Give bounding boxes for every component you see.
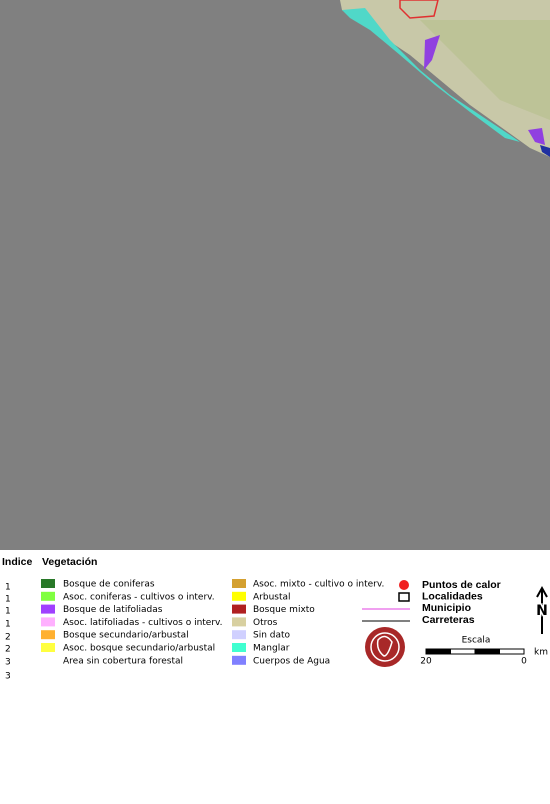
vegetation-label: Asoc. bosque secundario/arbustal	[63, 644, 215, 654]
swatch	[232, 643, 246, 652]
scale-unit: km	[534, 648, 548, 658]
vegetation-label: Area sin cobertura forestal	[63, 656, 183, 666]
layer-label: Localidades	[422, 590, 483, 602]
swatch	[41, 579, 55, 588]
vegetation-label: Bosque de coniferas	[63, 580, 155, 590]
index: 1	[5, 620, 11, 630]
hotspot-symbol	[399, 580, 409, 590]
scale-label: 20	[420, 657, 432, 667]
locality-symbol	[398, 592, 410, 602]
vegetation-label: Bosque mixto	[253, 605, 315, 615]
vegetation-label: Bosque de latifoliadas	[63, 605, 163, 615]
vegetation-label: Manglar	[253, 644, 290, 654]
north-label: N	[536, 603, 548, 619]
scale-bar	[499, 648, 525, 655]
scale-label: 0	[521, 657, 527, 667]
swatch	[232, 617, 246, 627]
swatch	[232, 579, 246, 588]
layer-label: Puntos de calor	[422, 579, 501, 591]
vegetation-label: Cuerpos de Agua	[253, 656, 330, 666]
swatch	[41, 643, 55, 652]
header: Indice	[2, 556, 33, 568]
index: 3	[5, 672, 11, 682]
scale-bar	[474, 648, 500, 655]
swatch	[41, 591, 55, 601]
index: 1	[5, 607, 11, 617]
vegetation-label: Bosque secundario/arbustal	[63, 631, 189, 641]
index: 2	[5, 633, 11, 643]
header: Vegetación	[42, 556, 97, 568]
vegetation-label: Asoc. mixto - cultivo o interv.	[253, 580, 384, 590]
scale-title: Escala	[462, 636, 491, 646]
vegetation-label: Asoc. latifoliadas - cultivos o interv.	[63, 618, 223, 628]
layer-label: Carreteras	[422, 614, 475, 626]
swatch	[232, 604, 246, 614]
index: 1	[5, 595, 11, 605]
vegetation-label: Arbustal	[253, 592, 291, 602]
index: 1	[5, 583, 11, 593]
layer-label: Municipio	[422, 602, 471, 614]
index: 3	[5, 658, 11, 668]
swatch	[232, 630, 246, 640]
north-arrow	[536, 585, 548, 634]
swatch	[41, 604, 55, 614]
swatch	[41, 617, 55, 627]
swatch	[41, 630, 55, 640]
map-land	[340, 0, 550, 157]
scale-bar	[425, 648, 451, 655]
logo	[365, 627, 405, 667]
swatch	[232, 591, 246, 601]
swatch	[232, 655, 246, 665]
scale-bar	[450, 648, 476, 655]
vegetation-label: Asoc. coniferas - cultivos o interv.	[63, 592, 215, 602]
index: 2	[5, 645, 11, 655]
vegetation-label: Otros	[253, 618, 278, 628]
vegetation-label: Sin dato	[253, 631, 291, 641]
